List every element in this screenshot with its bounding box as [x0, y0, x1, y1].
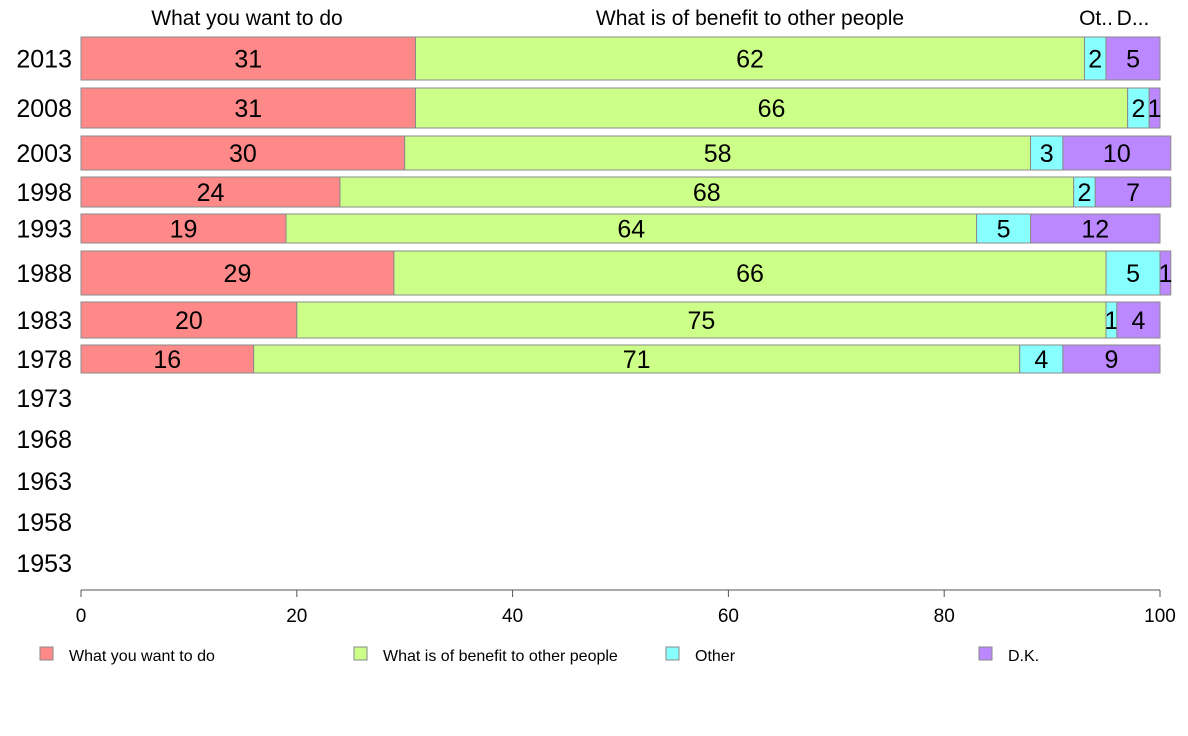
bar-segment-2008-s3: [1148, 87, 1161, 129]
value-label-1988-s3: 1: [1158, 260, 1172, 288]
value-label-2008-s3: 1: [1148, 95, 1162, 123]
year-label-1973: 1973: [16, 385, 72, 413]
bar-segment-2008-s0: [80, 87, 416, 129]
bar-segment-1998-s3: [1094, 176, 1172, 208]
bar-segment-2003-s2: [1030, 135, 1064, 171]
x-tick-label-80: 80: [934, 606, 955, 627]
year-label-2008: 2008: [16, 95, 72, 123]
year-label-1993: 1993: [16, 216, 72, 244]
year-label-2003: 2003: [16, 140, 72, 168]
value-label-1978-s0: 16: [153, 346, 181, 374]
value-label-1983-s0: 20: [175, 307, 203, 335]
value-label-1988-s0: 29: [224, 260, 252, 288]
value-label-1988-s2: 5: [1126, 260, 1140, 288]
x-axis: 0 20 40 60 80 100: [76, 589, 1176, 627]
value-label-2003-s1: 58: [704, 140, 732, 168]
legend-label-s2: Other: [695, 648, 736, 665]
x-tick-label-20: 20: [286, 606, 307, 627]
value-label-1998-s3: 7: [1126, 179, 1140, 207]
legend: What you want to do What is of benefit to…: [39, 646, 1039, 665]
value-label-2008-s0: 31: [234, 95, 262, 123]
value-label-1993-s1: 64: [617, 216, 645, 244]
value-label-1978-s2: 4: [1034, 346, 1048, 374]
column-header-dk: D...: [1117, 7, 1150, 30]
value-label-1993-s2: 5: [997, 216, 1011, 244]
value-label-2013-s1: 62: [736, 46, 764, 74]
bar-segment-1998-s0: [80, 176, 341, 208]
year-label-2013: 2013: [16, 46, 72, 74]
value-label-1983-s2: 1: [1104, 307, 1118, 335]
value-label-2008-s2: 2: [1131, 95, 1145, 123]
bar-segment-1993-s0: [80, 213, 287, 244]
bar-segment-1978-s1: [253, 344, 1021, 374]
bar-segment-2003-s3: [1062, 135, 1172, 171]
value-label-1983-s3: 4: [1131, 307, 1145, 335]
year-label-1998: 1998: [16, 179, 72, 207]
legend-swatch-s1: [353, 646, 368, 661]
value-label-2003-s3: 10: [1103, 140, 1131, 168]
value-label-1978-s3: 9: [1104, 346, 1118, 374]
x-tick-label-60: 60: [718, 606, 739, 627]
bar-segment-1983-s1: [296, 301, 1107, 339]
bar-segment-1983-s3: [1116, 301, 1161, 339]
column-header-want: What you want to do: [151, 7, 342, 30]
year-label-1968: 1968: [16, 426, 72, 454]
bar-segment-2003-s0: [80, 135, 406, 171]
bar-segment-1993-s2: [976, 213, 1032, 244]
legend-label-s3: D.K.: [1008, 648, 1039, 665]
value-label-1988-s1: 66: [736, 260, 764, 288]
bar-segment-2003-s1: [404, 135, 1032, 171]
value-label-1998-s0: 24: [197, 179, 225, 207]
column-header-other: Ot..: [1079, 7, 1113, 30]
value-label-1998-s1: 68: [693, 179, 721, 207]
value-label-1993-s0: 19: [170, 216, 198, 244]
value-label-2003-s2: 3: [1040, 140, 1054, 168]
legend-swatch-s0: [39, 646, 54, 661]
bar-segment-1988-s2: [1105, 250, 1161, 296]
year-labels: 2013 2008 2003 1998 1993 1988 1983 1978 1973 1968…: [16, 46, 72, 579]
bar-segment-1988-s3: [1159, 250, 1172, 296]
year-label-1983: 1983: [16, 307, 72, 335]
bar-segment-2013-s0: [80, 36, 416, 81]
bar-segment-1988-s1: [393, 250, 1107, 296]
value-label-1978-s1: 71: [623, 346, 651, 374]
value-label-1998-s2: 2: [1078, 179, 1092, 207]
value-label-1983-s1: 75: [688, 307, 716, 335]
bar-segment-2008-s1: [414, 87, 1129, 129]
bar-segment-1978-s0: [80, 344, 255, 374]
year-label-1988: 1988: [16, 260, 72, 288]
bar-segment-2013-s1: [414, 36, 1085, 81]
legend-swatch-s3: [978, 646, 993, 661]
bar-segment-1993-s1: [285, 213, 978, 244]
value-label-2013-s0: 31: [234, 46, 262, 74]
bar-segment-1998-s1: [339, 176, 1075, 208]
value-label-2013-s2: 2: [1088, 46, 1102, 74]
year-label-1953: 1953: [16, 550, 72, 578]
column-headers: What you want to do What is of benefit t…: [151, 7, 1149, 30]
x-tick-label-0: 0: [76, 606, 87, 627]
legend-label-s0: What you want to do: [69, 648, 215, 665]
value-label-2013-s3: 5: [1126, 46, 1140, 74]
x-tick-label-40: 40: [502, 606, 523, 627]
year-label-1958: 1958: [16, 509, 72, 537]
value-label-2003-s0: 30: [229, 140, 257, 168]
value-label-2008-s1: 66: [758, 95, 786, 123]
x-tick-label-100: 100: [1144, 606, 1176, 627]
year-label-1963: 1963: [16, 468, 72, 496]
bar-segment-1978-s3: [1062, 344, 1161, 374]
bar-segment-2013-s3: [1105, 36, 1161, 81]
column-header-benefit: What is of benefit to other people: [596, 7, 904, 30]
year-label-1978: 1978: [16, 346, 72, 374]
bar-segment-1993-s3: [1030, 213, 1161, 244]
bar-segment-1983-s0: [80, 301, 298, 339]
value-label-1993-s3: 12: [1081, 216, 1109, 244]
legend-swatch-s2: [665, 646, 680, 661]
bar-segment-1978-s2: [1019, 344, 1064, 374]
legend-label-s1: What is of benefit to other people: [383, 648, 618, 665]
